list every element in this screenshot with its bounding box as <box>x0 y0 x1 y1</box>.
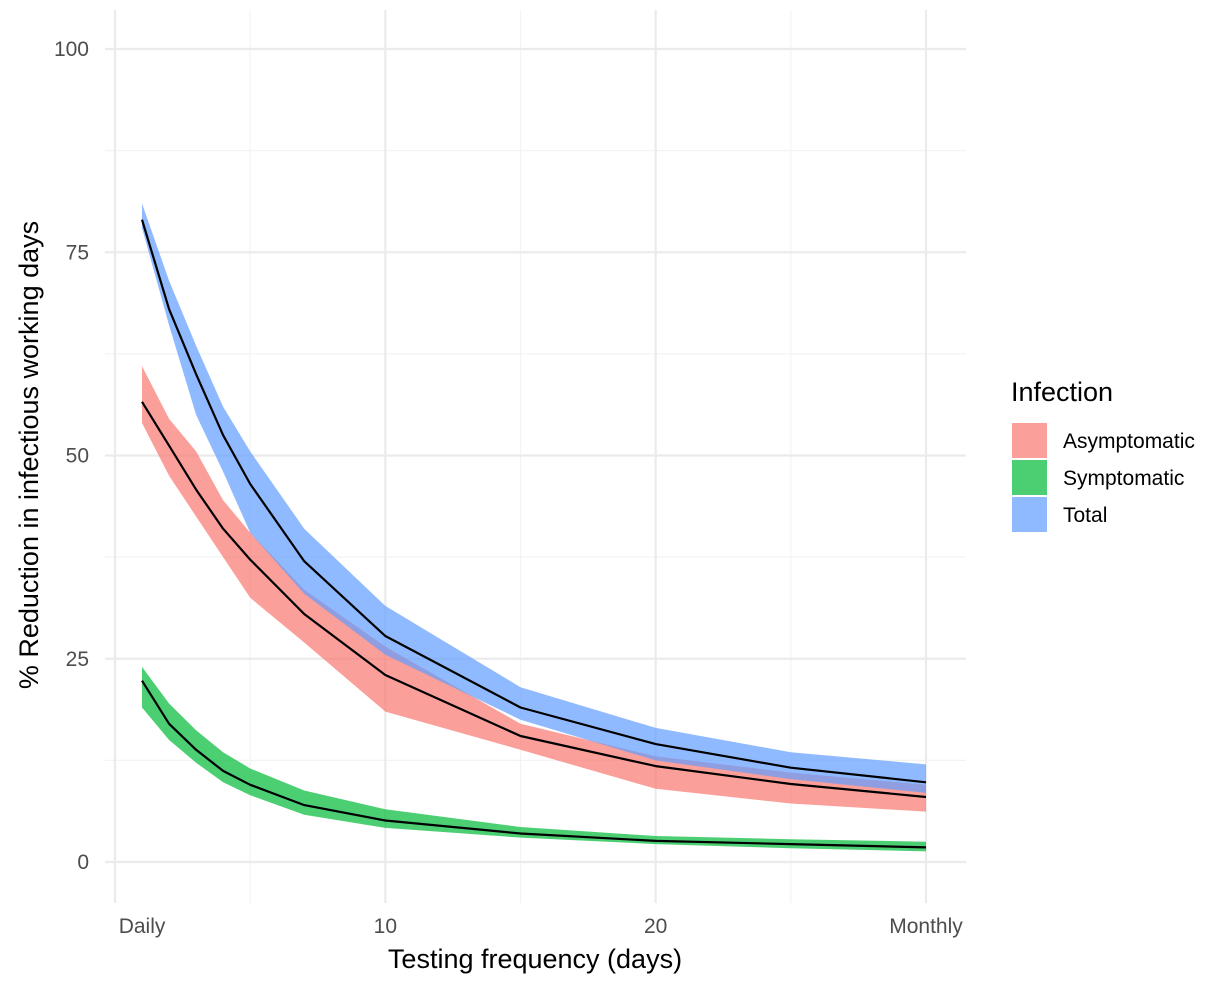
asymptomatic-ribbon <box>142 366 926 812</box>
y-tick-label: 25 <box>66 648 89 671</box>
tick-label-layer: 0 25 50 75 100 Daily 10 20 Monthly <box>54 38 963 938</box>
y-tick-label: 100 <box>54 38 89 61</box>
y-tick-label: 0 <box>77 851 89 874</box>
y-tick-label: 50 <box>66 445 89 468</box>
asymptomatic-median-line <box>141 401 927 799</box>
total-median-line <box>140 219 927 784</box>
legend-key-total <box>1012 497 1047 532</box>
legend-key-symptomatic <box>1012 460 1047 495</box>
grid-layer <box>105 10 966 903</box>
x-tick-label: Daily <box>119 915 166 938</box>
legend-title: Infection <box>1011 377 1113 407</box>
symptomatic-ribbon <box>142 666 926 852</box>
legend-key-asymptomatic <box>1012 423 1047 458</box>
legend-label-total: Total <box>1063 504 1107 527</box>
y-axis-title: % Reduction in infectious working days <box>14 221 44 689</box>
x-axis-title: Testing frequency (days) <box>388 944 682 974</box>
symptomatic-median-line <box>141 680 927 849</box>
legend: Infection Asymptomatic Symptomatic Total <box>1011 377 1195 532</box>
legend-label-asymptomatic: Asymptomatic <box>1063 430 1195 453</box>
y-tick-label: 75 <box>66 241 89 264</box>
ribbon-layer <box>142 203 926 852</box>
x-tick-label: Monthly <box>889 915 963 938</box>
legend-label-symptomatic: Symptomatic <box>1063 467 1184 490</box>
x-tick-label: 20 <box>644 915 667 938</box>
x-tick-label: 10 <box>374 915 397 938</box>
legend-items: Asymptomatic Symptomatic Total <box>1012 423 1195 532</box>
line-layer <box>140 219 927 849</box>
